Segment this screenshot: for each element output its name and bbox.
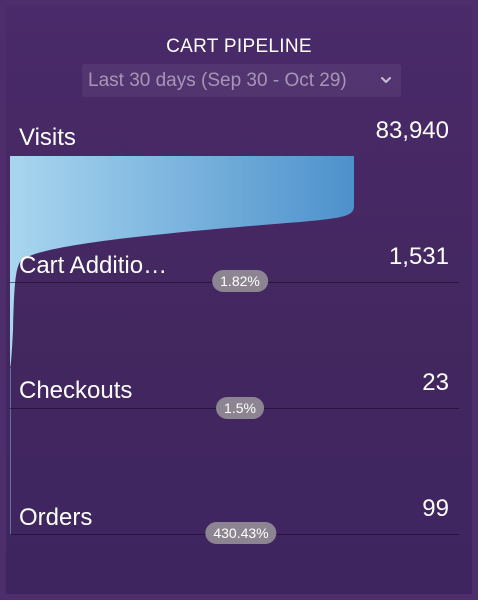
funnel-tail [10, 368, 11, 535]
conversion-rate-badge: 1.5% [216, 397, 264, 419]
chevron-down-icon [381, 77, 391, 83]
stage-cart-additions-label: Cart Additio… [19, 252, 168, 279]
stage-visits-label: Visits [19, 124, 76, 151]
stage-cart-additions-value: 1,531 [388, 243, 449, 270]
stage-checkouts-value: 23 [422, 369, 449, 396]
date-range-select[interactable]: Last 30 days (Sep 30 - Oct 29) [82, 64, 401, 97]
widget-title: CART PIPELINE [166, 36, 312, 57]
stage-checkouts-label: Checkouts [19, 377, 133, 404]
date-range-label: Last 30 days (Sep 30 - Oct 29) [88, 70, 347, 91]
conversion-rate-badge: 1.82% [212, 270, 268, 292]
widget-body [6, 6, 472, 594]
stage-orders-value: 99 [422, 495, 449, 522]
stage-visits-value: 83,940 [375, 117, 449, 144]
stage-orders-label: Orders [19, 504, 93, 531]
funnel-shape [10, 156, 354, 368]
conversion-rate-badge: 430.43% [205, 522, 277, 544]
